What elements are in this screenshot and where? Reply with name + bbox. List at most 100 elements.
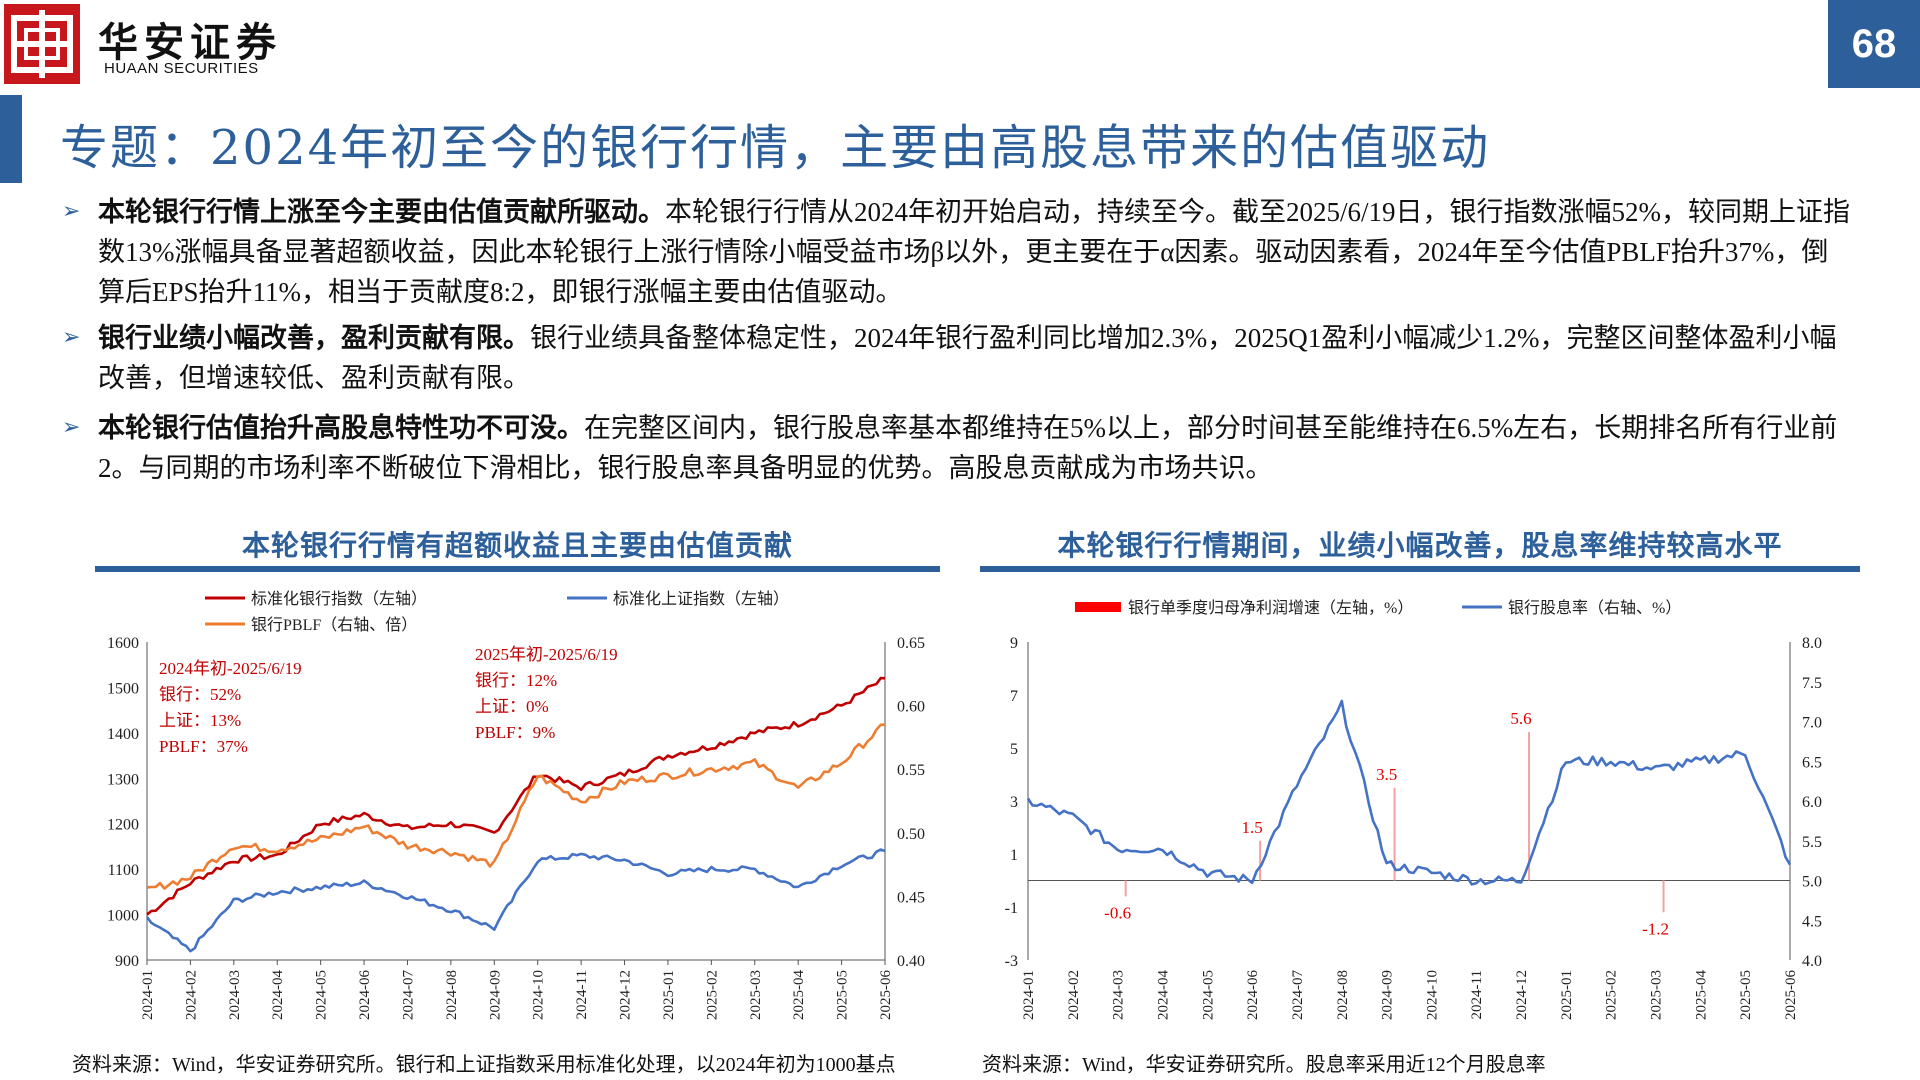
profit-bar-label: 3.5: [1376, 765, 1397, 784]
x-tick-label: 2024-01: [140, 970, 156, 1020]
profit-bar: [1393, 787, 1396, 881]
x-tick-label: 2025-05: [1738, 970, 1754, 1020]
page-title: 专题：2024年初至今的银行行情，主要由高股息带来的估值驱动: [60, 120, 1491, 176]
left-y-tick-label: 1000: [107, 908, 139, 925]
annotation-full-period: 2024年初-2025/6/19: [159, 659, 302, 678]
x-tick-label: 2024-11: [574, 970, 590, 1019]
x-tick-label: 2024-04: [1155, 970, 1171, 1020]
right-chart-rule: [980, 566, 1860, 572]
left-y-tick-label: 1300: [107, 771, 139, 788]
left-y-tick-label: 3: [1010, 794, 1018, 811]
left-y-tick-label: 5: [1010, 741, 1018, 758]
series-line-3: [146, 723, 886, 890]
brand-name-en: HUAAN SECURITIES: [104, 60, 259, 77]
right-y-tick-label: 0.60: [897, 699, 925, 716]
right-y-tick-label: 4.5: [1802, 913, 1822, 930]
profit-bar-label: 1.5: [1241, 818, 1262, 837]
profit-bar-label: 5.6: [1510, 709, 1531, 728]
x-tick-label: 2025-02: [704, 970, 720, 1020]
x-tick-label: 2024-11: [1469, 970, 1485, 1019]
annotation-ytd: 2025年初-2025/6/19: [475, 645, 618, 664]
x-tick-label: 2024-12: [1514, 970, 1530, 1020]
right-chart: 9 7 5 3 1 -1 -3 8.0 7.5 7.0 6.5 6.0 5.5 5.0 4.5 4.0 2024…: [1005, 599, 1822, 1020]
left-y-tick-label: 9: [1010, 635, 1018, 652]
legend-label-bank: 标准化银行指数（左轴）: [251, 590, 427, 608]
brand-name-cn: 华安证券: [98, 19, 282, 66]
annotation-ytd: PBLF：9%: [475, 723, 555, 742]
annotation-full-period: 上证：13%: [159, 711, 241, 730]
profit-bar-label: -1.2: [1642, 919, 1669, 938]
x-tick-label: 2024-03: [1111, 970, 1127, 1020]
x-tick-label: 2025-01: [661, 970, 677, 1020]
x-tick-label: 2025-05: [835, 970, 851, 1020]
x-tick-label: 2025-06: [1783, 970, 1799, 1020]
x-tick-label: 2025-02: [1604, 970, 1620, 1020]
bullet-3: ➢ 本轮银行估值抬升高股息特性功不可没。在完整区间内，银行股息率基本都维持在5%…: [62, 408, 1852, 488]
right-y-tick-label: 0.55: [897, 762, 925, 779]
x-tick-label: 2024-12: [618, 970, 634, 1020]
x-tick-label: 2024-08: [1335, 970, 1351, 1020]
x-tick-label: 2025-01: [1559, 970, 1575, 1020]
bullet-3-heading: 本轮银行估值抬升高股息特性功不可没。: [98, 413, 584, 443]
dividend-yield-line: [1026, 699, 1792, 886]
x-tick-label: 2024-03: [227, 970, 243, 1020]
x-tick-label: 2025-04: [1693, 970, 1709, 1020]
left-y-tick-label: 1400: [107, 726, 139, 743]
right-y-tick-label: 0.45: [897, 889, 925, 906]
left-y-tick-label: 1100: [108, 862, 139, 879]
x-tick-label: 2024-10: [1424, 970, 1440, 1020]
bullet-arrow-icon: ➢: [62, 415, 81, 440]
x-tick-label: 2024-02: [1066, 970, 1082, 1020]
right-y-tick-label: 0.65: [897, 635, 925, 652]
right-chart-title: 本轮银行行情期间，业绩小幅改善，股息率维持较高水平: [1057, 531, 1783, 562]
right-y-tick-label: 0.50: [897, 826, 925, 843]
x-tick-label: 2025-03: [748, 970, 764, 1020]
title-accent-bar: [0, 95, 22, 183]
bullet-arrow-icon: ➢: [62, 325, 81, 350]
page-number: 68: [1828, 0, 1920, 88]
left-y-tick-label: 1200: [107, 817, 139, 834]
profit-bar-label: -0.6: [1104, 903, 1131, 922]
right-y-tick-label: 0.40: [897, 953, 925, 970]
right-y-tick-label: 8.0: [1802, 635, 1822, 652]
right-y-tick-label: 6.0: [1802, 794, 1822, 811]
annotation-full-period: 银行：52%: [159, 685, 241, 704]
legend-swatch-profit: [1075, 602, 1121, 612]
right-y-tick-label: 6.5: [1802, 754, 1822, 771]
x-tick-label: 2024-05: [314, 970, 330, 1020]
right-y-tick-label: 5.0: [1802, 874, 1822, 891]
profit-bar: [1124, 880, 1127, 897]
x-tick-label: 2025-06: [878, 970, 894, 1020]
right-y-tick-label: 4.0: [1802, 953, 1822, 970]
right-y-tick-label: 5.5: [1802, 834, 1822, 851]
bullet-2: ➢ 银行业绩小幅改善，盈利贡献有限。银行业绩具备整体稳定性，2024年银行盈利同…: [62, 318, 1852, 398]
x-tick-label: 2024-07: [1290, 970, 1306, 1020]
x-tick-label: 2025-03: [1649, 970, 1665, 1020]
left-chart-title: 本轮银行行情有超额收益且主要由估值贡献: [241, 531, 793, 562]
bullet-1-text: 本轮银行行情从2024年初开始启动，持续至今。截至2025/6/19日，银行指数…: [98, 197, 1850, 307]
left-chart: 1600 1500 1400 1300 1200 1100 1000 900 0.65 0.60 0…: [107, 590, 925, 1020]
annotation-ytd: 银行：12%: [475, 671, 557, 690]
x-tick-label: 2024-07: [400, 970, 416, 1020]
left-y-tick-label: -1: [1005, 900, 1018, 917]
legend-label-profit: 银行单季度归母净利润增速（左轴，%）: [1128, 599, 1413, 617]
right-y-tick-label: 7.0: [1802, 715, 1822, 732]
bullet-2-text: 银行业绩具备整体稳定性，2024年银行盈利同比增加2.3%，2025Q1盈利小幅…: [98, 323, 1837, 393]
x-tick-label: 2024-10: [531, 970, 547, 1020]
legend-label-pblf: 银行PBLF（右轴、倍）: [251, 616, 417, 634]
right-y-tick-label: 7.5: [1802, 675, 1822, 692]
left-y-tick-label: 1500: [107, 680, 139, 697]
x-tick-label: 2024-04: [270, 970, 286, 1020]
profit-bar: [1528, 732, 1531, 881]
left-y-tick-label: 7: [1010, 688, 1018, 705]
series-line-2: [145, 848, 886, 953]
x-tick-label: 2024-05: [1200, 970, 1216, 1020]
annotation-ytd: 上证：0%: [475, 697, 549, 716]
profit-bar: [1259, 840, 1262, 881]
left-chart-rule: [95, 566, 940, 572]
x-tick-label: 2024-02: [183, 970, 199, 1020]
left-y-tick-label: 1: [1010, 847, 1018, 864]
left-chart-source: 资料来源：Wind，华安证券研究所。银行和上证指数采用标准化处理，以2024年初…: [72, 1054, 896, 1076]
bullet-1-heading: 本轮银行行情上涨至今主要由估值贡献所驱动。: [98, 197, 665, 227]
x-tick-label: 2024-06: [1245, 970, 1261, 1020]
